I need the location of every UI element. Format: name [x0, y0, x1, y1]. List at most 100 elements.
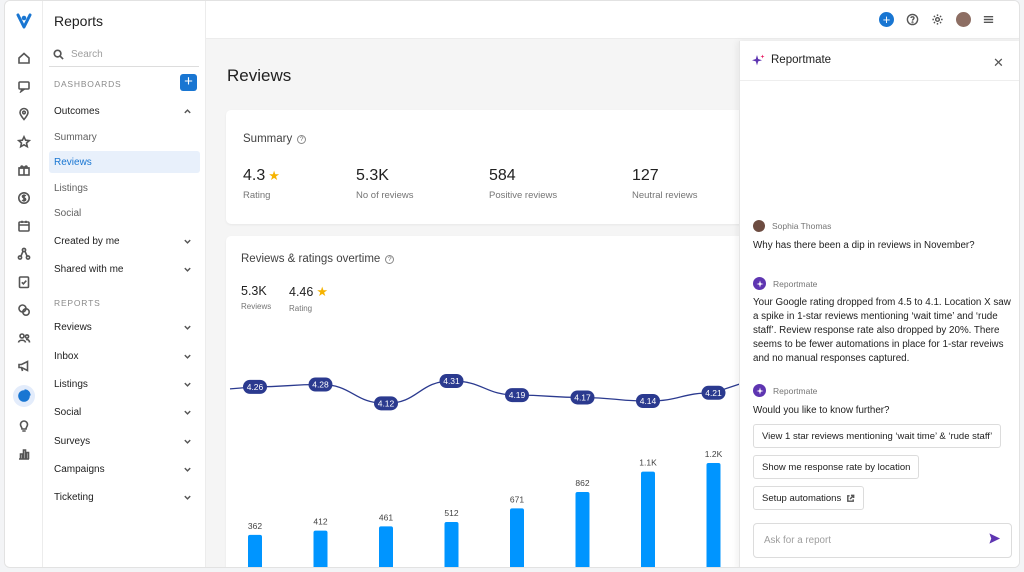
- nav-item-social[interactable]: Social: [49, 202, 200, 224]
- dollar-icon[interactable]: [13, 187, 35, 209]
- gift-icon[interactable]: [13, 159, 35, 181]
- external-link-icon: [847, 494, 855, 502]
- reportmate-avatar-icon: [753, 384, 766, 397]
- rating-point: [374, 396, 398, 411]
- chat-icon[interactable]: [13, 299, 35, 321]
- metric-value: 4.3: [243, 167, 266, 184]
- bar-value-label: 671: [510, 494, 524, 504]
- send-icon[interactable]: [988, 532, 1001, 550]
- lightbulb-icon[interactable]: [13, 415, 35, 437]
- metric-value: 5.3K: [241, 284, 267, 298]
- nav-created-by-me[interactable]: Created by me: [49, 230, 200, 252]
- chevron-down-icon: [184, 439, 191, 444]
- rating-line: [229, 380, 744, 405]
- rating-point: [505, 388, 529, 403]
- nav-report-inbox[interactable]: Inbox: [49, 345, 200, 367]
- nav-item-label: Listings: [54, 182, 88, 194]
- nav-item-reviews[interactable]: Reviews: [49, 151, 200, 173]
- chevron-up-icon: [184, 108, 191, 113]
- close-icon[interactable]: ✕: [993, 55, 1004, 70]
- nav-report-listings[interactable]: Listings: [49, 373, 200, 395]
- help-icon[interactable]: [905, 12, 920, 27]
- bot-message: Would you like to know further?: [753, 405, 890, 416]
- network-icon[interactable]: [13, 243, 35, 265]
- nav-report-reviews[interactable]: Reviews: [49, 316, 200, 338]
- ask-report-input[interactable]: [764, 535, 964, 546]
- message-icon[interactable]: [13, 75, 35, 97]
- nav-item-label: Inbox: [54, 350, 79, 362]
- nav-item-label: Created by me: [54, 235, 120, 247]
- metric-label: Reviews: [241, 302, 272, 311]
- suggestion-chip-automations[interactable]: Setup automations: [753, 486, 865, 510]
- ask-report-box[interactable]: [753, 523, 1012, 558]
- menu-icon[interactable]: [981, 12, 996, 27]
- bar-chart-icon[interactable]: [13, 443, 35, 465]
- people-icon[interactable]: [13, 327, 35, 349]
- nav-report-ticketing[interactable]: Ticketing: [49, 486, 200, 508]
- author-name: Reportmate: [773, 385, 818, 396]
- search-icon: [53, 49, 64, 60]
- reports-icon[interactable]: [13, 385, 35, 407]
- chevron-down-icon: [184, 467, 191, 472]
- search-input[interactable]: Search: [71, 49, 103, 60]
- home-icon[interactable]: [13, 47, 35, 69]
- metric-rating: 4.46 ★ Rating: [289, 284, 328, 313]
- nav-shared-with-me[interactable]: Shared with me: [49, 258, 200, 280]
- chip-label: Setup automations: [762, 492, 842, 504]
- suggestion-chip-wait-time[interactable]: View 1 star reviews mentioning ‘wait tim…: [753, 424, 1002, 448]
- summary-title: Summary ?: [243, 133, 307, 145]
- nav-item-label: Surveys: [54, 435, 91, 447]
- nav-item-listings[interactable]: Listings: [49, 177, 200, 199]
- checklist-icon[interactable]: [13, 271, 35, 293]
- suggestion-chip-response-rate[interactable]: Show me response rate by location: [753, 455, 920, 479]
- location-icon[interactable]: [13, 103, 35, 125]
- calendar-icon[interactable]: [13, 215, 35, 237]
- metric-value: 5.3K: [356, 167, 389, 184]
- author-name: Sophia Thomas: [772, 221, 832, 231]
- nav-item-label: Reviews: [54, 156, 92, 168]
- add-dashboard-button[interactable]: +: [180, 74, 197, 91]
- overtime-title: Reviews & ratings overtime ?: [241, 253, 395, 265]
- create-plus-icon[interactable]: +: [879, 12, 894, 27]
- bar-value-label: 512: [444, 508, 458, 518]
- rating-value-label: 4.14: [640, 396, 657, 406]
- chip-label: View 1 star reviews mentioning ‘wait tim…: [762, 430, 993, 442]
- user-avatar[interactable]: [956, 12, 971, 27]
- help-icon[interactable]: ?: [385, 254, 395, 264]
- rating-value-label: 4.26: [247, 382, 264, 392]
- nav-outcomes[interactable]: Outcomes: [49, 100, 200, 122]
- metric-label: No of reviews: [356, 190, 414, 201]
- nav-report-campaigns[interactable]: Campaigns: [49, 458, 200, 480]
- metric-label: Neutral reviews: [632, 190, 698, 201]
- author-name: Reportmate: [773, 278, 818, 289]
- chart-bar: [313, 530, 328, 567]
- nav-item-label: Ticketing: [54, 491, 94, 503]
- metric-label: Positive reviews: [489, 190, 558, 201]
- star-icon: ★: [316, 284, 328, 299]
- chart-bar: [641, 471, 655, 567]
- chevron-down-icon: [184, 239, 191, 244]
- settings-gear-icon[interactable]: [930, 12, 945, 27]
- bar-value-label: 461: [379, 512, 393, 522]
- reports-nav: Reports Search DASHBOARDS + Outcomes Sum…: [43, 1, 206, 567]
- metric-value: 584: [489, 167, 516, 184]
- nav-report-surveys[interactable]: Surveys: [49, 430, 200, 452]
- metric-label: Rating: [289, 304, 313, 313]
- metric-rating: 4.3 ★ Rating: [243, 167, 280, 201]
- nav-report-social[interactable]: Social: [49, 401, 200, 423]
- nav-item-label: Social: [54, 207, 82, 219]
- nav-item-summary[interactable]: Summary: [49, 126, 200, 148]
- dashboards-label: DASHBOARDS: [54, 79, 122, 89]
- chevron-down-icon: [184, 382, 191, 387]
- metric-reviews: 5.3K Reviews: [241, 284, 271, 311]
- star-icon[interactable]: [13, 131, 35, 153]
- brand-logo[interactable]: [13, 10, 35, 32]
- user-message: Why has there been a dip in reviews in N…: [753, 240, 975, 251]
- reportmate-avatar-icon: [753, 277, 766, 290]
- help-icon[interactable]: ?: [297, 134, 307, 144]
- sparkle-icon: [752, 54, 765, 66]
- search-box[interactable]: Search: [49, 43, 199, 67]
- icon-rail: [5, 1, 43, 567]
- megaphone-icon[interactable]: [13, 355, 35, 377]
- reportmate-panel: Reportmate ✕ Sophia Thomas Why has there…: [739, 41, 1019, 567]
